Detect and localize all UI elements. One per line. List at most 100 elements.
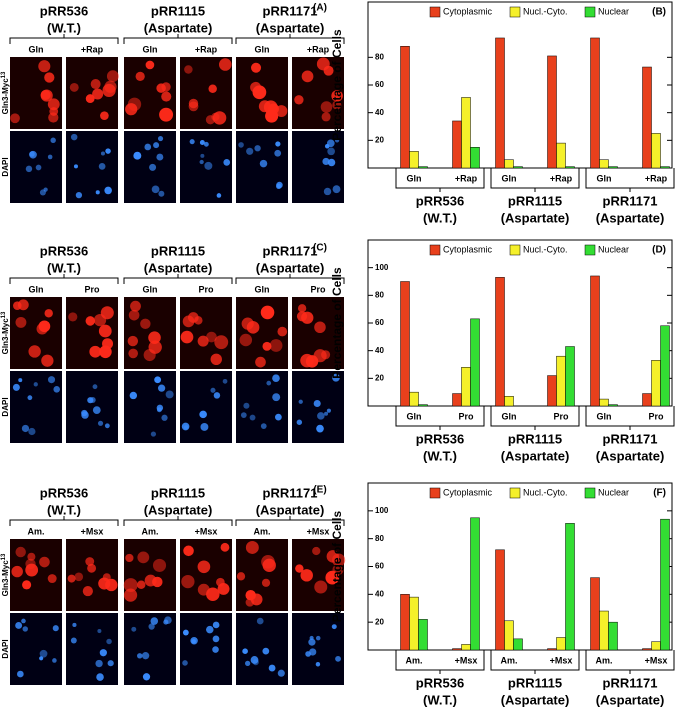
cell bbox=[331, 624, 337, 630]
bracket bbox=[235, 274, 345, 284]
cell bbox=[97, 629, 102, 634]
bar bbox=[660, 518, 670, 651]
cell bbox=[158, 190, 165, 197]
bar bbox=[590, 275, 600, 407]
cell bbox=[199, 159, 204, 165]
group-sub: (Aspartate) bbox=[596, 448, 665, 463]
condition-label: Gln bbox=[29, 284, 44, 294]
bar bbox=[513, 166, 523, 169]
cell bbox=[246, 147, 254, 155]
group-bracket bbox=[395, 650, 485, 674]
cell bbox=[72, 622, 77, 628]
cell bbox=[332, 373, 340, 382]
cell bbox=[145, 60, 155, 70]
y-tick-label: 80 bbox=[375, 52, 384, 61]
bar bbox=[470, 318, 480, 407]
strain-name: pRR1115 bbox=[151, 485, 205, 500]
cell bbox=[130, 300, 141, 312]
cell bbox=[38, 60, 51, 73]
cell bbox=[140, 318, 151, 330]
bar bbox=[409, 151, 419, 169]
cell bbox=[275, 141, 281, 147]
bar bbox=[495, 37, 505, 169]
bar bbox=[590, 37, 600, 169]
x-tick-label: +Rap bbox=[550, 173, 573, 183]
cell bbox=[314, 321, 326, 334]
cell bbox=[308, 638, 316, 646]
strain-sub: (W.T.) bbox=[47, 260, 81, 275]
cell bbox=[188, 98, 199, 109]
cell bbox=[98, 162, 106, 170]
y-tick-label: 100 bbox=[375, 506, 389, 515]
cell bbox=[256, 617, 264, 625]
cell bbox=[149, 163, 157, 171]
cell bbox=[161, 414, 168, 421]
cell bbox=[97, 420, 104, 426]
cell bbox=[208, 84, 217, 93]
bar bbox=[547, 375, 557, 407]
cell bbox=[25, 563, 39, 577]
cell bbox=[129, 391, 138, 400]
strain-name: pRR1171 bbox=[263, 485, 318, 500]
cell bbox=[70, 637, 77, 644]
cell bbox=[81, 411, 89, 419]
cell bbox=[165, 390, 174, 399]
panel-label: (E) bbox=[313, 485, 326, 496]
cell bbox=[105, 578, 118, 592]
cell bbox=[189, 139, 195, 145]
strain-name: pRR536 bbox=[40, 485, 88, 500]
cell bbox=[200, 422, 209, 431]
bar bbox=[642, 393, 652, 407]
x-tick-label: Gln bbox=[502, 411, 517, 421]
bar bbox=[495, 549, 505, 651]
y-tick-label: 20 bbox=[375, 135, 384, 144]
x-tick-label: Am. bbox=[500, 655, 517, 665]
cell bbox=[210, 387, 216, 393]
cell bbox=[262, 341, 272, 351]
bar bbox=[452, 120, 462, 169]
legend-label: Nucl.-Cyto. bbox=[523, 6, 568, 16]
bracket bbox=[235, 34, 345, 44]
cell bbox=[52, 658, 57, 663]
cell bbox=[200, 153, 205, 158]
bar bbox=[556, 142, 566, 169]
group-bracket bbox=[395, 168, 485, 192]
panel-label: (A) bbox=[313, 3, 327, 14]
condition-label: Gln bbox=[143, 284, 158, 294]
bar bbox=[504, 396, 514, 407]
cell bbox=[240, 412, 247, 418]
cell bbox=[144, 143, 152, 151]
bar bbox=[660, 166, 670, 169]
cell bbox=[92, 88, 104, 100]
cell bbox=[47, 574, 57, 584]
cell bbox=[216, 193, 222, 198]
cell bbox=[203, 141, 209, 147]
cell bbox=[68, 312, 78, 322]
cell bbox=[182, 315, 195, 328]
bar bbox=[565, 166, 575, 169]
cell bbox=[35, 164, 42, 171]
group-bracket bbox=[585, 406, 675, 430]
cell bbox=[212, 635, 220, 643]
cell bbox=[98, 324, 112, 338]
y-tick-label: 40 bbox=[375, 589, 384, 598]
condition-label: Am. bbox=[27, 526, 44, 536]
cell bbox=[252, 85, 267, 100]
bar bbox=[651, 133, 661, 169]
cell bbox=[47, 376, 56, 384]
cell bbox=[315, 635, 321, 641]
bar bbox=[608, 621, 618, 651]
cell bbox=[106, 638, 112, 645]
cell bbox=[25, 165, 33, 173]
cell bbox=[36, 323, 48, 335]
strain-sub: (Aspartate) bbox=[256, 260, 325, 275]
group-sub: (W.T.) bbox=[423, 210, 457, 225]
cell bbox=[323, 187, 332, 196]
bar bbox=[418, 619, 428, 651]
cell bbox=[181, 422, 190, 431]
micrograph bbox=[292, 613, 344, 685]
cell bbox=[316, 424, 324, 433]
plot-frame bbox=[367, 239, 673, 407]
cell bbox=[74, 572, 84, 582]
